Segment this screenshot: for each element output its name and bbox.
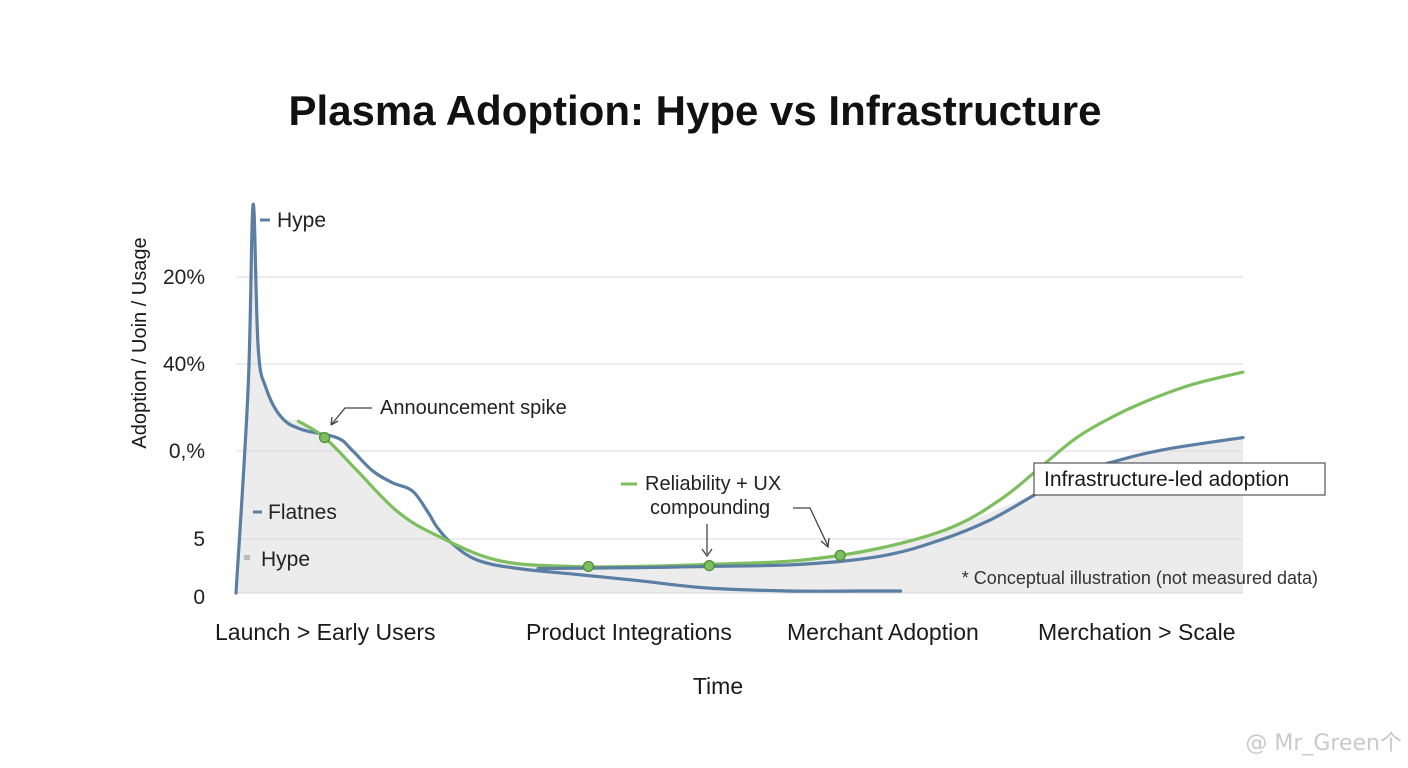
- data-point-marker: [319, 431, 331, 444]
- series-markers: [319, 431, 846, 573]
- series-line-infrastructure-led-adoption: [536, 436, 1245, 571]
- annotation-announcement-spike: Announcement spike: [330, 397, 567, 426]
- x-category-label: Product Integrations: [526, 619, 732, 645]
- x-category-label: Merchant Adoption: [787, 619, 979, 645]
- y-tick-label: 0: [193, 586, 205, 609]
- arrowhead: [701, 548, 713, 558]
- y-axis-label: Adoption / Uoin / Usage: [129, 237, 151, 448]
- y-tick-label: 5: [193, 528, 205, 551]
- arrowhead: [330, 416, 339, 426]
- x-axis-label: Time: [693, 673, 743, 699]
- legend-item-hype: Hype: [260, 209, 326, 232]
- x-category-label: Launch > Early Users: [215, 619, 436, 645]
- annotation-reliability: Reliability + UX compounding: [621, 473, 830, 558]
- callout-box: [1033, 462, 1326, 496]
- legend-label: Hype: [261, 548, 310, 571]
- callout-label: Infrastructure-led adoption: [1044, 468, 1289, 491]
- series-line-hype: [234, 202, 903, 595]
- footnote: * Conceptual illustration (not measured …: [962, 568, 1318, 588]
- annotation-label: Reliability + UX: [645, 473, 781, 495]
- data-point-marker: [582, 560, 595, 573]
- y-tick-label: 40%: [163, 353, 205, 376]
- y-tick-label: 20%: [163, 266, 205, 289]
- shaded-area-fill: [236, 204, 1243, 593]
- legend-item-hype-2: Hype: [244, 548, 310, 571]
- data-point-marker: [834, 549, 846, 561]
- arrowhead: [820, 537, 830, 549]
- series-line-reliability-ux-compounding: [296, 370, 1245, 569]
- series-lines: [234, 202, 1245, 595]
- annotation-label: Announcement spike: [380, 397, 567, 419]
- infrastructure-callout: Infrastructure-led adoption: [1033, 462, 1326, 496]
- annotation-arrow: [793, 507, 829, 547]
- chart-title: Plasma Adoption: Hype vs Infrastructure: [289, 87, 1102, 134]
- x-axis: Launch > Early Users Product Integration…: [215, 619, 1236, 699]
- annotation-arrow: [330, 407, 372, 426]
- gridlines: [236, 276, 1243, 594]
- x-category-label: Merchation > Scale: [1038, 619, 1236, 645]
- y-axis: 20% 40% 0,% 5 0 Adoption / Uoin / Usage: [129, 237, 205, 609]
- data-point-marker: [703, 559, 715, 572]
- legend-label: Hype: [277, 209, 326, 232]
- watermark: @ Mr_Green个: [1245, 731, 1402, 756]
- legend-item-flatnes: Flatnes: [253, 501, 337, 524]
- legend-swatch: [244, 555, 250, 560]
- legend: Hype Flatnes Hype: [244, 209, 337, 571]
- shaded-area: [236, 204, 1243, 593]
- legend-label: Flatnes: [268, 501, 337, 524]
- y-tick-label: 0,%: [169, 440, 205, 463]
- annotation-label: compounding: [650, 497, 770, 519]
